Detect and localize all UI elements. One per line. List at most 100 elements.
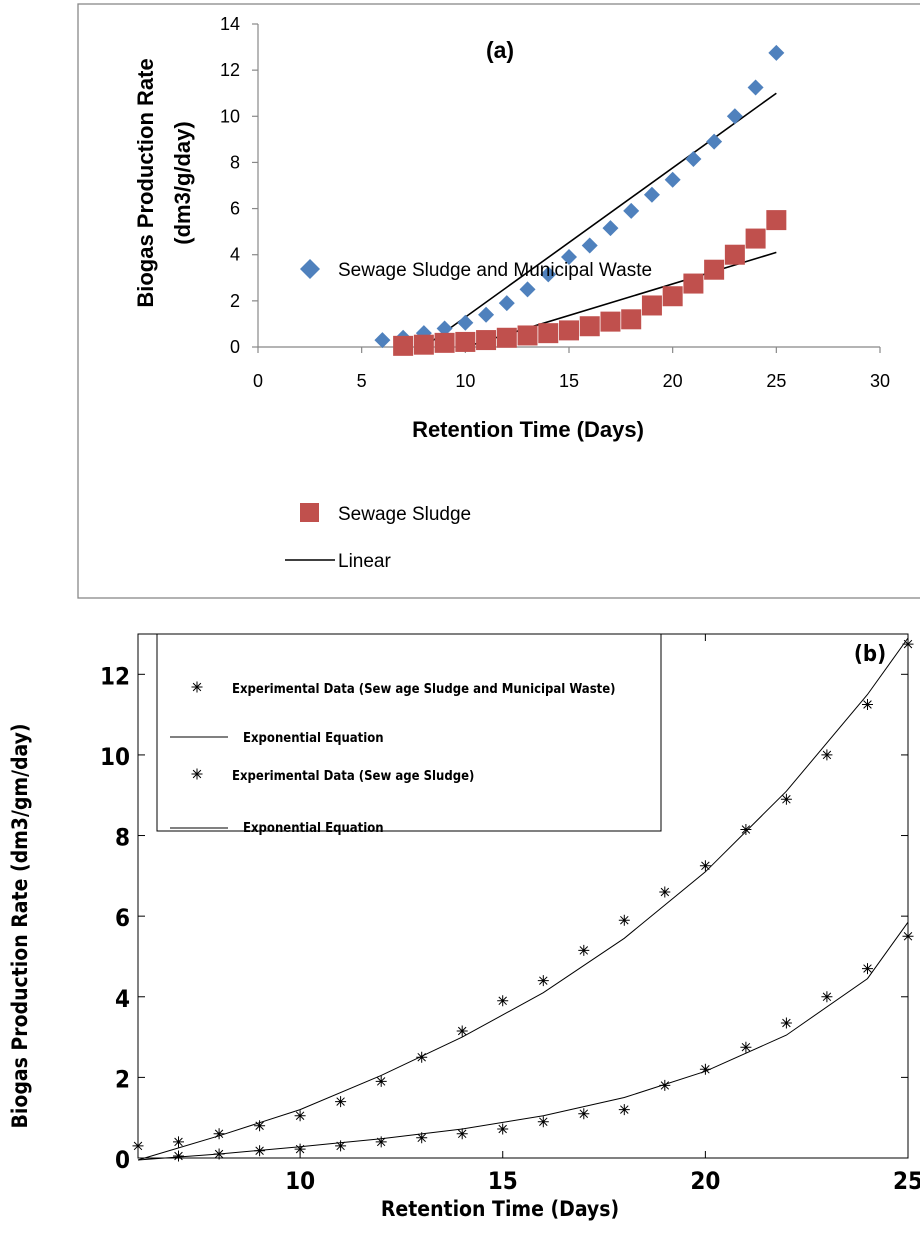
chart-b-x-tick-label: 25 [893, 1167, 920, 1195]
chart-a-y-tick-label: 6 [230, 199, 240, 219]
chart-a-point-diamond [498, 295, 515, 312]
chart-a-y-tick-label: 4 [230, 245, 240, 265]
chart-a-y-tick-label: 14 [220, 14, 240, 34]
chart-a-point-diamond [685, 150, 702, 167]
chart-a-annotation: (a) [486, 37, 514, 63]
chart-b-point-star [416, 1051, 428, 1063]
legend-b-item-4: Exponential Equation [243, 821, 384, 836]
chart-b-y-axis-label: Biogas Production Rate (dm3/gm/day) [8, 723, 32, 1128]
chart-b-point-star [456, 1025, 468, 1037]
chart-b-point-star [902, 930, 914, 942]
chart-b: 0 2 4 6 8 10 12 10 15 20 25 (b) Biogas Production … [8, 633, 920, 1221]
chart-b-legend-box [156, 633, 662, 832]
legend-b-item-2: Exponential Equation [243, 731, 384, 746]
chart-a-point-diamond [561, 249, 577, 266]
chart-b-point-star [578, 944, 590, 956]
chart-b-markers [132, 638, 914, 1162]
chart-a-y-tick-label: 2 [230, 291, 240, 311]
chart-a-x-tick-label: 0 [253, 371, 263, 391]
chart-b-point-star [213, 1148, 225, 1160]
chart-b-point-star [537, 1116, 549, 1128]
legend-a-item-3: Linear [338, 551, 391, 572]
chart-b-y-tick-label: 8 [115, 824, 130, 852]
chart-a-point-diamond [581, 237, 598, 254]
chart-a-point-square [434, 332, 455, 353]
chart-a-x-tick-label: 15 [559, 371, 579, 391]
chart-a-point-square [559, 320, 579, 341]
chart-b-point-star [780, 793, 792, 805]
chart-b-point-star [659, 886, 671, 898]
chart-b-point-star [618, 1104, 630, 1116]
chart-a-point-square [683, 273, 704, 294]
chart-a-x-tick-label: 25 [766, 371, 786, 391]
chart-b-point-star [294, 1143, 306, 1155]
chart-a-point-diamond [664, 171, 681, 188]
legend-a-diamond-marker [300, 259, 320, 279]
chart-a-point-square [600, 311, 621, 332]
chart-b-point-star [780, 1017, 792, 1029]
chart-a-point-square [662, 286, 683, 307]
chart-b-point-star [294, 1110, 306, 1122]
chart-b-exponential-curve [137, 637, 909, 1161]
chart-a-point-square [476, 330, 497, 351]
chart-b-point-star [537, 975, 549, 987]
chart-a-point-diamond [768, 44, 785, 61]
chart-b-exponential-curve [137, 921, 909, 1161]
chart-b-point-star [173, 1136, 184, 1148]
chart-b-y-tick-label: 6 [115, 904, 130, 932]
chart-a-point-square [393, 335, 414, 356]
chart-b-point-star [497, 1123, 509, 1135]
chart-a-point-square [724, 244, 745, 265]
chart-a-point-square [517, 325, 538, 346]
chart-b-point-star [497, 995, 509, 1007]
chart-a-linear-trendline [423, 92, 777, 348]
chart-b-point-star [335, 1096, 347, 1108]
chart-a-point-diamond [726, 108, 743, 125]
chart-a-point-diamond [643, 186, 660, 203]
chart-a-x-tick-label: 30 [870, 371, 890, 391]
chart-b-point-star [213, 1128, 225, 1140]
chart-a: 0 2 4 6 8 10 12 14 0 5 10 15 20 25 30 (a) Biogas Produ… [77, 3, 920, 599]
chart-b-y-tick-label: 12 [100, 662, 130, 690]
chart-a-point-square [538, 323, 559, 344]
chart-a-point-diamond [374, 332, 391, 349]
chart-b-y-tick-label: 4 [115, 985, 130, 1013]
chart-a-y-tick-label: 8 [230, 152, 240, 172]
legend-a-item-1: Sewage Sludge and Municipal Waste [338, 260, 652, 281]
chart-a-point-square [745, 228, 766, 249]
chart-a-axes: 0 2 4 6 8 10 12 14 0 5 10 15 20 25 30 [220, 14, 890, 391]
chart-b-point-star [740, 824, 752, 835]
chart-b-x-axis-label: Retention Time (Days) [381, 1197, 619, 1221]
chart-a-point-diamond [623, 202, 640, 219]
chart-a-point-diamond [706, 133, 723, 150]
chart-b-point-star [254, 1120, 266, 1132]
chart-a-point-square [579, 316, 600, 337]
chart-b-point-star [416, 1132, 428, 1144]
chart-a-point-square [455, 331, 476, 352]
chart-b-point-star [335, 1140, 347, 1152]
chart-a-point-diamond [478, 306, 495, 323]
chart-a-y-tick-label: 0 [230, 337, 240, 357]
chart-a-point-square [641, 295, 662, 316]
chart-a-x-tick-label: 5 [357, 371, 367, 391]
chart-a-point-diamond [519, 281, 536, 298]
chart-a-point-square [496, 327, 517, 348]
chart-b-y-tick-label: 10 [100, 743, 130, 771]
chart-a-point-diamond [540, 266, 557, 283]
chart-b-x-tick-label: 15 [488, 1167, 518, 1195]
chart-b-point-star [699, 860, 711, 872]
chart-a-point-diamond [457, 314, 474, 331]
chart-b-legend: Experimental Data (Sew age Sludge and Mu… [156, 633, 662, 836]
chart-b-curves [137, 637, 909, 1161]
chart-a-x-tick-label: 10 [455, 371, 475, 391]
chart-b-point-star [375, 1075, 387, 1087]
legend-b-star-marker [191, 768, 203, 780]
chart-b-point-star [173, 1150, 184, 1162]
chart-a-point-diamond [436, 320, 453, 337]
chart-a-y-axis-label-line2: (dm3/g/day) [170, 121, 195, 244]
chart-b-axes: 0 2 4 6 8 10 12 10 15 20 25 [100, 633, 920, 1195]
chart-a-x-axis-label: Retention Time (Days) [412, 417, 644, 442]
chart-a-y-axis-label-line1: Biogas Production Rate [133, 58, 158, 307]
chart-a-x-tick-label: 20 [663, 371, 683, 391]
chart-a-point-diamond [747, 79, 764, 96]
